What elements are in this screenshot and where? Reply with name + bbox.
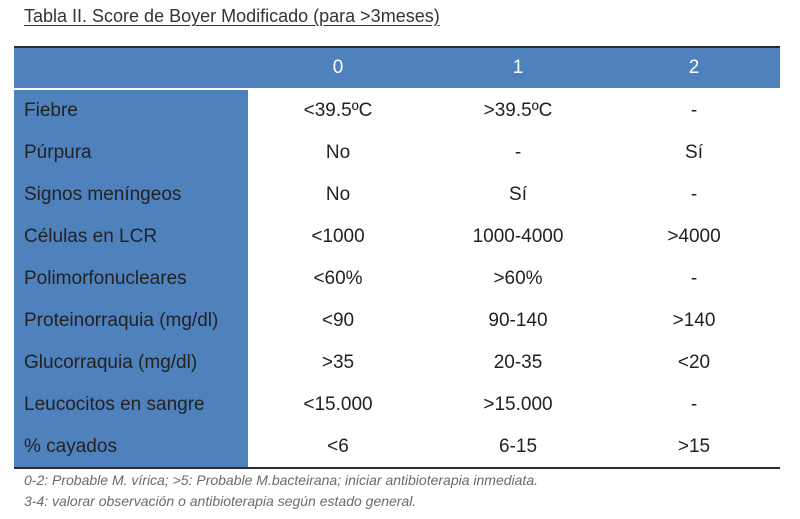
table-row-signos-meningeos: Signos meníngeos No Sí - xyxy=(14,174,780,216)
cell-score-1: 6-15 xyxy=(498,436,538,457)
cell-score-2: >15 xyxy=(677,436,711,457)
cell-score-2: >140 xyxy=(672,310,716,331)
table-row-purpura: Púrpura No - Sí xyxy=(14,132,780,174)
table-row-proteinorraquia: Proteinorraquia (mg/dl) <90 90-140 >140 xyxy=(14,300,780,342)
footnote-line-1: 0-2: Probable M. vírica; >5: Probable M.… xyxy=(24,472,538,488)
row-label: Signos meníngeos xyxy=(24,184,182,205)
table-row-glucorraquia: Glucorraquia (mg/dl) >35 20-35 <20 xyxy=(14,342,780,384)
header-separator xyxy=(14,88,780,90)
table-top-rule xyxy=(14,46,780,48)
row-label: % cayados xyxy=(24,436,117,457)
row-label: Proteinorraquia (mg/dl) xyxy=(24,310,219,331)
cell-score-2: >4000 xyxy=(667,226,721,247)
cell-score-0: No xyxy=(325,184,351,205)
table-title: Tabla II. Score de Boyer Modificado (par… xyxy=(24,6,440,26)
cell-score-1: 90-140 xyxy=(488,310,548,331)
cell-score-1: >39.5ºC xyxy=(483,100,553,121)
score-table: 0 1 2 Fiebre <39.5ºC >39.5ºC - Púrpura N… xyxy=(14,46,780,469)
cell-score-1: >15.000 xyxy=(483,394,553,415)
cell-score-1: 20-35 xyxy=(493,352,543,373)
header-score-2: 2 xyxy=(688,57,700,78)
cell-score-0: <1000 xyxy=(311,226,365,247)
table-row-celulas-lcr: Células en LCR <1000 1000-4000 >4000 xyxy=(14,216,780,258)
table-row-leucocitos: Leucocitos en sangre <15.000 >15.000 - xyxy=(14,384,780,426)
cell-score-2: - xyxy=(690,184,698,205)
cell-score-1: 1000-4000 xyxy=(472,226,564,247)
table-row-cayados: % cayados <6 6-15 >15 xyxy=(14,426,780,468)
cell-score-2: - xyxy=(690,394,698,415)
cell-score-1: >60% xyxy=(493,268,543,289)
row-label: Fiebre xyxy=(24,100,78,121)
cell-score-0: <39.5ºC xyxy=(303,100,373,121)
table-bottom-rule xyxy=(14,467,780,469)
cell-score-0: <6 xyxy=(327,436,349,457)
cell-score-2: Sí xyxy=(685,142,703,163)
row-label-band xyxy=(14,90,248,467)
header-band xyxy=(14,48,780,88)
row-label: Polimorfonucleares xyxy=(24,268,187,289)
row-label: Púrpura xyxy=(24,142,92,163)
cell-score-1: - xyxy=(514,142,522,163)
row-label: Leucocitos en sangre xyxy=(24,394,205,415)
cell-score-1: Sí xyxy=(509,184,527,205)
header-score-0: 0 xyxy=(332,57,344,78)
cell-score-0: <60% xyxy=(313,268,363,289)
table-row-fiebre: Fiebre <39.5ºC >39.5ºC - xyxy=(14,90,780,132)
cell-score-0: No xyxy=(325,142,351,163)
header-score-1: 1 xyxy=(512,57,524,78)
cell-score-0: <90 xyxy=(321,310,355,331)
table-row-polimorfonucleares: Polimorfonucleares <60% >60% - xyxy=(14,258,780,300)
cell-score-2: - xyxy=(690,100,698,121)
row-label: Células en LCR xyxy=(24,226,158,247)
row-label: Glucorraquia (mg/dl) xyxy=(24,352,198,373)
footnote-line-2: 3-4: valorar observación o antibioterapi… xyxy=(24,493,417,509)
cell-score-0: >35 xyxy=(321,352,355,373)
cell-score-2: <20 xyxy=(677,352,711,373)
cell-score-0: <15.000 xyxy=(303,394,373,415)
cell-score-2: - xyxy=(690,268,698,289)
